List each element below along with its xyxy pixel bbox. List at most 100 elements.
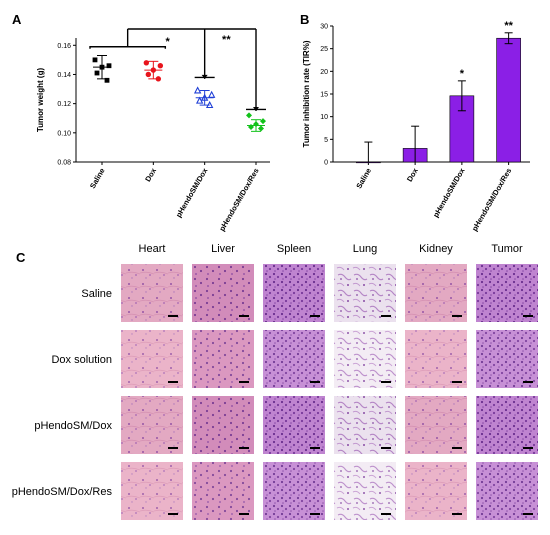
panel-b-ytick-label: 0 — [324, 160, 328, 167]
scale-bar — [168, 381, 178, 383]
histology-image-overlay — [263, 462, 325, 520]
panel-a-sig-label: ** — [222, 34, 231, 46]
scale-bar — [523, 513, 533, 515]
panel-a-category-label: Saline — [88, 167, 107, 191]
histology-image-liver — [192, 462, 254, 520]
histology-image-tumor — [476, 330, 538, 388]
panel-c-column-header: Tumor — [491, 243, 523, 255]
histology-image-heart — [121, 396, 183, 454]
histology-image-kidney — [405, 330, 467, 388]
scale-bar — [239, 381, 249, 383]
panel-a-point — [104, 77, 110, 83]
histology-image-lung — [334, 396, 396, 454]
panel-b-ytick-label: 25 — [320, 46, 328, 53]
histology-image-tumor — [476, 462, 538, 520]
scale-bar — [239, 447, 249, 449]
panel-a-point — [248, 123, 254, 130]
panel-c-row-header: Saline — [81, 288, 112, 300]
histology-image-overlay — [405, 396, 467, 454]
histology-image-overlay — [476, 462, 538, 520]
panel-b-ytick-label: 20 — [320, 69, 328, 76]
panel-c-column-header: Heart — [139, 243, 166, 255]
panel-b-ytick-label: 10 — [320, 114, 328, 121]
histology-image-spleen — [263, 330, 325, 388]
panel-c-row-header: Dox solution — [51, 354, 112, 366]
panel-b-bar — [356, 161, 381, 164]
scale-bar — [452, 381, 462, 383]
panel-a-ytick-label: 0.08 — [57, 160, 71, 167]
panel-a-point — [195, 96, 204, 104]
histology-image-spleen — [263, 264, 325, 322]
scale-bar — [452, 315, 462, 317]
histology-image-overlay — [263, 330, 325, 388]
histology-image-overlay — [121, 264, 183, 322]
panel-c-column-header: Lung — [353, 243, 377, 255]
histology-image-overlay — [334, 462, 396, 520]
panel-a-point — [155, 76, 162, 82]
histology-image-spleen — [263, 396, 325, 454]
panel-a-point — [143, 60, 150, 66]
panel-b-ytick-label: 15 — [320, 92, 328, 99]
histology-image-liver — [192, 396, 254, 454]
scale-bar — [452, 447, 462, 449]
panel-a-category-label: pHendoSM/Dox — [174, 166, 210, 219]
histology-image-lung — [334, 264, 396, 322]
histology-image-overlay — [192, 396, 254, 454]
panel-a-point — [92, 57, 98, 63]
histology-image-spleen — [263, 462, 325, 520]
panel-b-category-label: Saline — [354, 167, 373, 191]
histology-image-liver — [192, 330, 254, 388]
histology-image-heart — [121, 330, 183, 388]
scale-bar — [239, 315, 249, 317]
scale-bar — [523, 447, 533, 449]
panel-a-point — [253, 121, 259, 128]
panel-a-ylabel: Tumor weight (g) — [36, 68, 45, 133]
histology-image-overlay — [192, 330, 254, 388]
panel-b-category-label: Dox — [405, 166, 420, 183]
histology-image-kidney — [405, 462, 467, 520]
histology-image-overlay — [334, 396, 396, 454]
histology-image-overlay — [334, 264, 396, 322]
panel-a-point — [193, 86, 202, 94]
panel-a-point — [94, 70, 100, 76]
scale-bar — [381, 381, 391, 383]
panel-c-column-header: Liver — [211, 243, 235, 255]
panel-b-bar — [496, 37, 521, 163]
scale-bar — [310, 381, 320, 383]
panel-a-point — [99, 64, 105, 70]
histology-image-overlay — [263, 264, 325, 322]
panel-b-chart: 0 5 10 15 20 25 30 Saline Dox pHendoSM/Dox pHendo… — [320, 20, 530, 233]
panel-a-point — [145, 71, 152, 78]
panel-b-sig-label: ** — [504, 20, 513, 32]
scale-bar — [381, 315, 391, 317]
histology-image-heart — [121, 462, 183, 520]
histology-image-overlay — [121, 396, 183, 454]
panel-b-ylabel: Tumor inhibition rate (TIR%) — [302, 40, 311, 147]
histology-image-liver — [192, 264, 254, 322]
histology-image-tumor — [476, 264, 538, 322]
histology-image-overlay — [405, 264, 467, 322]
panel-a-point — [246, 112, 252, 119]
panel-c-column-header: Kidney — [419, 243, 453, 255]
panel-c-column-header: Spleen — [277, 243, 311, 255]
panel-b-ytick-label: 5 — [324, 137, 328, 144]
histology-image-lung — [334, 330, 396, 388]
panel-b-sig-label: * — [460, 68, 465, 80]
histology-image-overlay — [263, 396, 325, 454]
panel-a-letter: A — [12, 12, 22, 27]
histology-image-overlay — [121, 462, 183, 520]
panel-c-row-header: pHendoSM/Dox — [34, 420, 112, 432]
histology-image-overlay — [334, 330, 396, 388]
panel-a-point — [205, 100, 214, 109]
panel-b-category-label: pHendoSM/Dox — [431, 166, 467, 219]
scale-bar — [381, 447, 391, 449]
histology-image-heart — [121, 264, 183, 322]
histology-image-overlay — [476, 396, 538, 454]
scale-bar — [310, 447, 320, 449]
panel-a-ytick-label: 0.16 — [57, 43, 71, 50]
scale-bar — [452, 513, 462, 515]
histology-image-overlay — [192, 264, 254, 322]
scale-bar — [310, 513, 320, 515]
panel-a-sig-bracket — [89, 46, 167, 49]
